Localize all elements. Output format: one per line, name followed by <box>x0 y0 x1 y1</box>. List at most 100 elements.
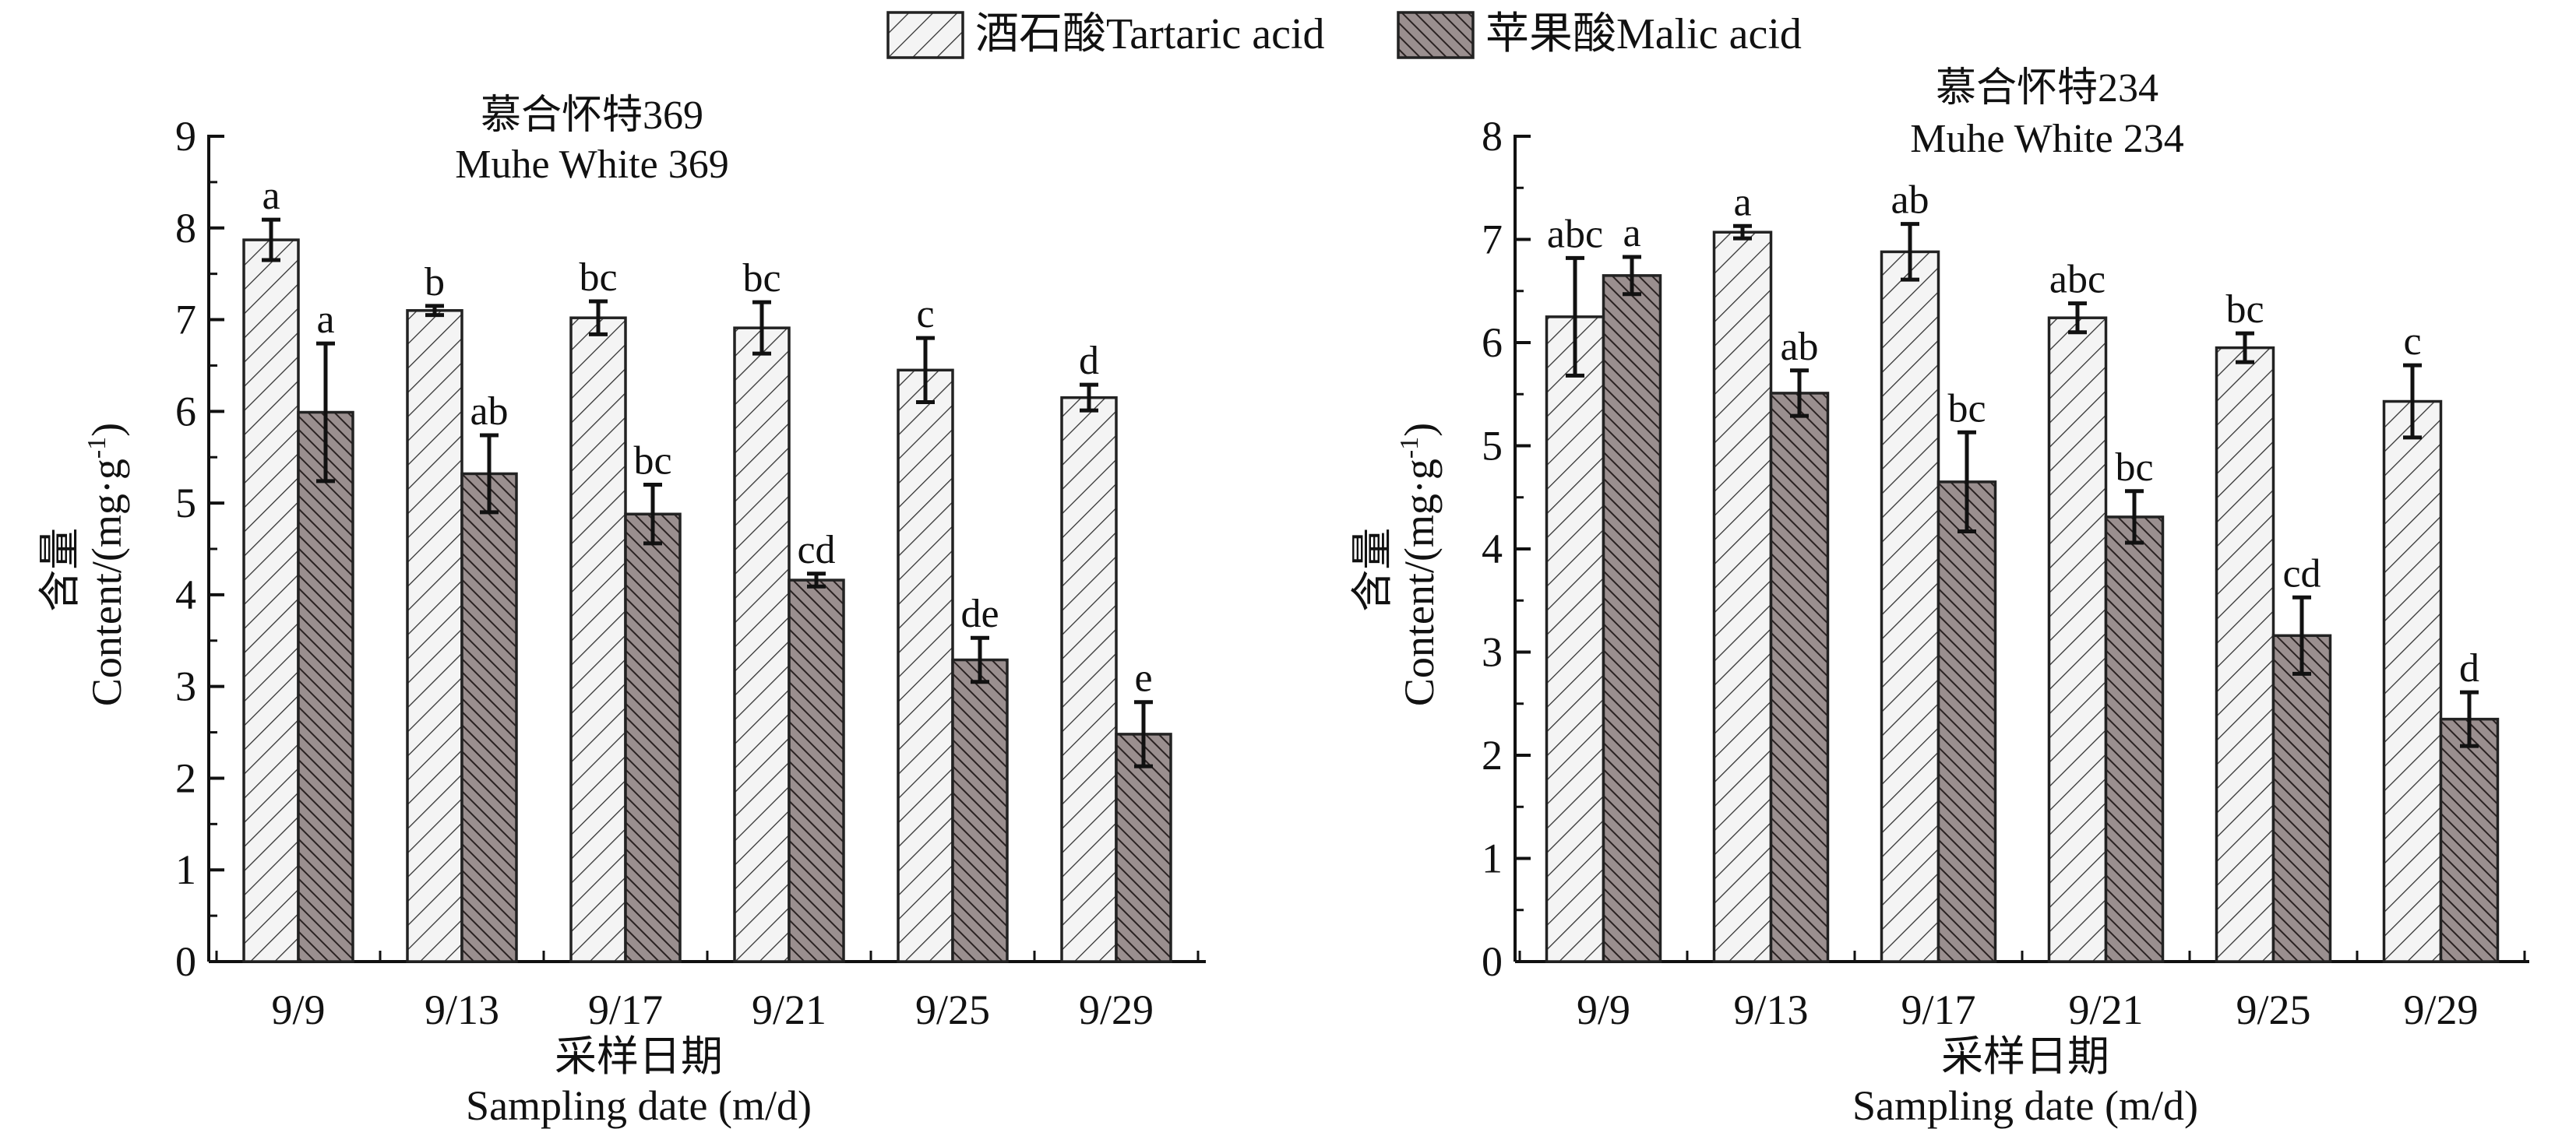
bar <box>1060 396 1118 963</box>
x-tick-label: 9/25 <box>2236 987 2310 1033</box>
bar <box>2439 717 2500 963</box>
bar <box>1602 274 1662 963</box>
significance-label: ab <box>470 389 508 434</box>
y-axis-label-cn: 含量 <box>1349 528 1396 612</box>
y-tick-label: 2 <box>1482 732 1503 779</box>
y-axis-label: 含量 Content/(mg·g-1) <box>37 423 130 706</box>
significance-label: cd <box>797 528 835 572</box>
bar <box>297 410 354 963</box>
bar <box>2104 515 2165 963</box>
significance-label: a <box>316 297 334 342</box>
x-tick-label: 9/13 <box>425 987 499 1033</box>
y-tick-label: 0 <box>1482 938 1503 985</box>
y-axis-label-en: Content/(mg·g-1) <box>1395 423 1443 706</box>
chart-subtitle: Muhe White 234 <box>1910 117 2183 161</box>
significance-label: bc <box>742 256 781 301</box>
y-tick-label: 1 <box>175 846 196 893</box>
bar <box>460 472 518 963</box>
x-axis-label-cn: 采样日期 <box>555 1033 723 1080</box>
significance-label: a <box>1623 211 1640 255</box>
significance-label: bc <box>2225 287 2264 332</box>
bar <box>733 326 791 963</box>
x-tick-label: 9/9 <box>271 987 325 1033</box>
y-tick-label: 3 <box>1482 629 1503 676</box>
bar <box>951 658 1009 963</box>
legend-swatch-tartaric <box>886 11 964 59</box>
significance-label: b <box>425 260 445 304</box>
significance-label: bc <box>1947 386 1986 431</box>
legend-label-malic: 苹果酸Malic acid <box>1485 10 1802 58</box>
significance-label: bc <box>579 255 617 300</box>
y-tick-label: 2 <box>175 754 196 801</box>
y-tick-label: 7 <box>175 297 196 343</box>
legend-item-tartaric: 酒石酸Tartaric acid <box>886 10 1325 59</box>
y-tick-label: 8 <box>1482 113 1503 160</box>
significance-label: abc <box>1547 212 1603 256</box>
bar <box>897 368 954 963</box>
chart-title: 慕合怀特234 <box>1936 66 2158 111</box>
x-axis-label-en: Sampling date (m/d) <box>466 1082 812 1129</box>
x-tick-label: 9/13 <box>1733 987 1808 1033</box>
y-tick-label: 6 <box>1482 319 1503 366</box>
x-axis-label-en: Sampling date (m/d) <box>1852 1082 2198 1129</box>
x-tick-label: 9/9 <box>1577 987 1630 1033</box>
y-tick-label: 8 <box>175 205 196 251</box>
bar <box>2215 346 2275 963</box>
bar <box>2271 634 2332 963</box>
significance-label: ab <box>1891 178 1929 223</box>
bar <box>569 316 627 963</box>
significance-label: c <box>2403 319 2421 364</box>
significance-label: de <box>960 592 999 636</box>
significance-label: c <box>916 292 934 336</box>
significance-label: d <box>2459 646 2479 691</box>
y-tick-label: 4 <box>1482 526 1503 572</box>
y-tick-label: 3 <box>175 663 196 710</box>
bar <box>1115 733 1172 963</box>
x-tick-label: 9/21 <box>752 987 826 1033</box>
y-tick-label: 0 <box>175 938 196 985</box>
bar <box>1880 250 1940 963</box>
x-tick-label: 9/17 <box>1901 987 1975 1033</box>
x-tick-label: 9/25 <box>915 987 990 1033</box>
bar <box>1936 480 1997 963</box>
x-tick-label: 9/17 <box>588 987 663 1033</box>
y-axis-label: 含量 Content/(mg·g-1) <box>1349 423 1443 706</box>
bar <box>2047 316 2108 963</box>
x-tick-label: 9/21 <box>2068 987 2143 1033</box>
y-axis-label-cn: 含量 <box>37 528 83 612</box>
chart-right: 慕合怀特234 Muhe White 234 含量 Content/(mg·g-… <box>1349 66 2529 1129</box>
bar <box>1712 230 1773 963</box>
significance-label: cd <box>2282 551 2321 596</box>
chart-left: 慕合怀特369 Muhe White 369 含量 Content/(mg·g-… <box>37 93 1206 1129</box>
y-tick-label: 9 <box>175 113 196 160</box>
significance-label: d <box>1079 339 1099 383</box>
bar <box>242 238 300 963</box>
bar <box>1769 392 1830 963</box>
x-tick-label: 9/29 <box>2403 987 2478 1033</box>
y-tick-label: 7 <box>1482 216 1503 263</box>
y-tick-label: 6 <box>175 388 196 434</box>
legend: 酒石酸Tartaric acid 苹果酸Malic acid <box>886 10 1802 59</box>
bar <box>788 579 845 963</box>
significance-label: a <box>1733 180 1751 224</box>
bar <box>624 512 682 963</box>
y-tick-label: 5 <box>1482 423 1503 470</box>
significance-label: bc <box>2115 445 2153 490</box>
x-axis-label-cn: 采样日期 <box>1941 1033 2109 1080</box>
bar <box>2382 399 2443 963</box>
significance-label: a <box>262 174 280 218</box>
legend-item-malic: 苹果酸Malic acid <box>1397 10 1802 59</box>
chart-title: 慕合怀特369 <box>481 93 703 138</box>
legend-swatch-malic <box>1397 11 1475 59</box>
legend-label-tartaric: 酒石酸Tartaric acid <box>975 10 1325 58</box>
y-tick-label: 1 <box>1482 835 1503 882</box>
significance-label: bc <box>633 439 671 484</box>
y-tick-label: 5 <box>175 480 196 526</box>
significance-label: ab <box>1780 325 1818 369</box>
chart-subtitle: Muhe White 369 <box>455 142 728 187</box>
x-tick-label: 9/29 <box>1079 987 1154 1033</box>
significance-label: e <box>1134 656 1152 701</box>
bar <box>1545 315 1605 963</box>
y-tick-label: 4 <box>175 572 196 618</box>
